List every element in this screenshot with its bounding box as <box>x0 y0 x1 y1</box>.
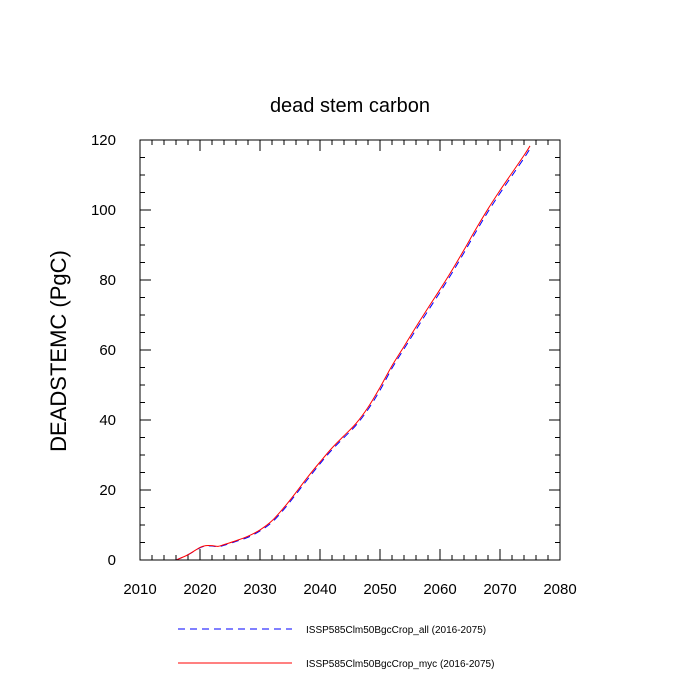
x-tick-label: 2050 <box>363 581 396 598</box>
y-tick-label: 0 <box>108 552 116 569</box>
series-line-1 <box>175 145 531 561</box>
x-tick-label: 2070 <box>483 581 516 598</box>
y-tick-label: 80 <box>99 272 116 289</box>
chart-title: dead stem carbon <box>270 95 430 117</box>
x-tick-label: 2080 <box>543 581 576 598</box>
x-tick-label: 2010 <box>123 581 156 598</box>
y-tick-label: 100 <box>91 202 116 219</box>
y-axis-label: DEADSTEMC (PgC) <box>46 250 71 452</box>
plot-frame <box>139 139 561 561</box>
x-tick-label: 2040 <box>303 581 336 598</box>
y-tick-label: 40 <box>99 412 116 429</box>
legend-label-0: ISSP585Clm50BgcCrop_all (2016-2075) <box>306 625 486 636</box>
series-lines <box>175 145 531 561</box>
x-tick-label: 2060 <box>423 581 456 598</box>
y-tick-label: 120 <box>91 132 116 149</box>
series-line-0 <box>175 148 531 561</box>
legend: ISSP585Clm50BgcCrop_all (2016-2075) ISSP5… <box>178 625 494 670</box>
axis-ticks: 2010 2020 2030 2040 2050 2060 2070 208002040608… <box>91 132 577 598</box>
y-tick-label: 60 <box>99 342 116 359</box>
legend-label-1: ISSP585Clm50BgcCrop_myc (2016-2075) <box>306 659 494 670</box>
x-tick-label: 2020 <box>183 581 216 598</box>
y-tick-label: 20 <box>99 482 116 499</box>
x-tick-label: 2030 <box>243 581 276 598</box>
